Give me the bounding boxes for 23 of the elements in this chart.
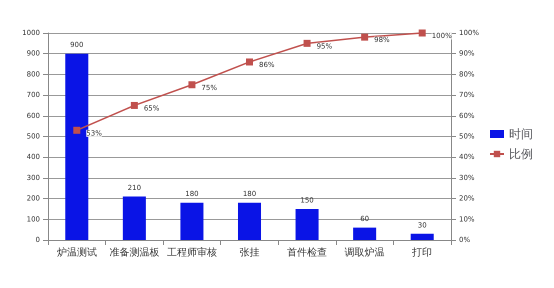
x-tick-label: 打印: [411, 246, 432, 258]
bar: [122, 196, 146, 240]
bar: [296, 208, 319, 240]
point: [130, 102, 138, 109]
point: [304, 40, 311, 47]
legend-label: 时间: [509, 127, 533, 141]
bar: [410, 234, 434, 240]
legend-label: 比例: [509, 147, 533, 161]
bar: [353, 228, 376, 240]
point: [188, 81, 196, 88]
bar: [180, 202, 204, 240]
point: [246, 58, 253, 66]
x-tick-label: 工程师审核: [166, 246, 217, 258]
x-tick-label: 准备测温板: [109, 246, 160, 258]
x-tick-label: 炉温测试: [56, 246, 97, 258]
point: [418, 30, 426, 36]
point: [361, 34, 368, 41]
x-tick-label: 张挂: [240, 246, 260, 258]
bar: [238, 202, 262, 240]
x-tick-label: 首件检查: [287, 246, 328, 258]
x-tick-label: 调取炉温: [344, 246, 385, 258]
bar: [65, 54, 88, 240]
point: [73, 126, 80, 134]
